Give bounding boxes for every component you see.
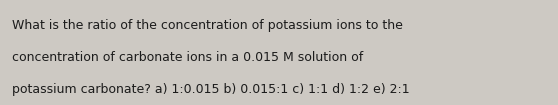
Text: concentration of carbonate ions in a 0.015 M solution of: concentration of carbonate ions in a 0.0… — [12, 51, 363, 64]
Text: What is the ratio of the concentration of potassium ions to the: What is the ratio of the concentration o… — [12, 19, 403, 32]
Text: potassium carbonate? a) 1:0.015 b) 0.015:1 c) 1:1 d) 1:2 e) 2:1: potassium carbonate? a) 1:0.015 b) 0.015… — [12, 83, 410, 96]
